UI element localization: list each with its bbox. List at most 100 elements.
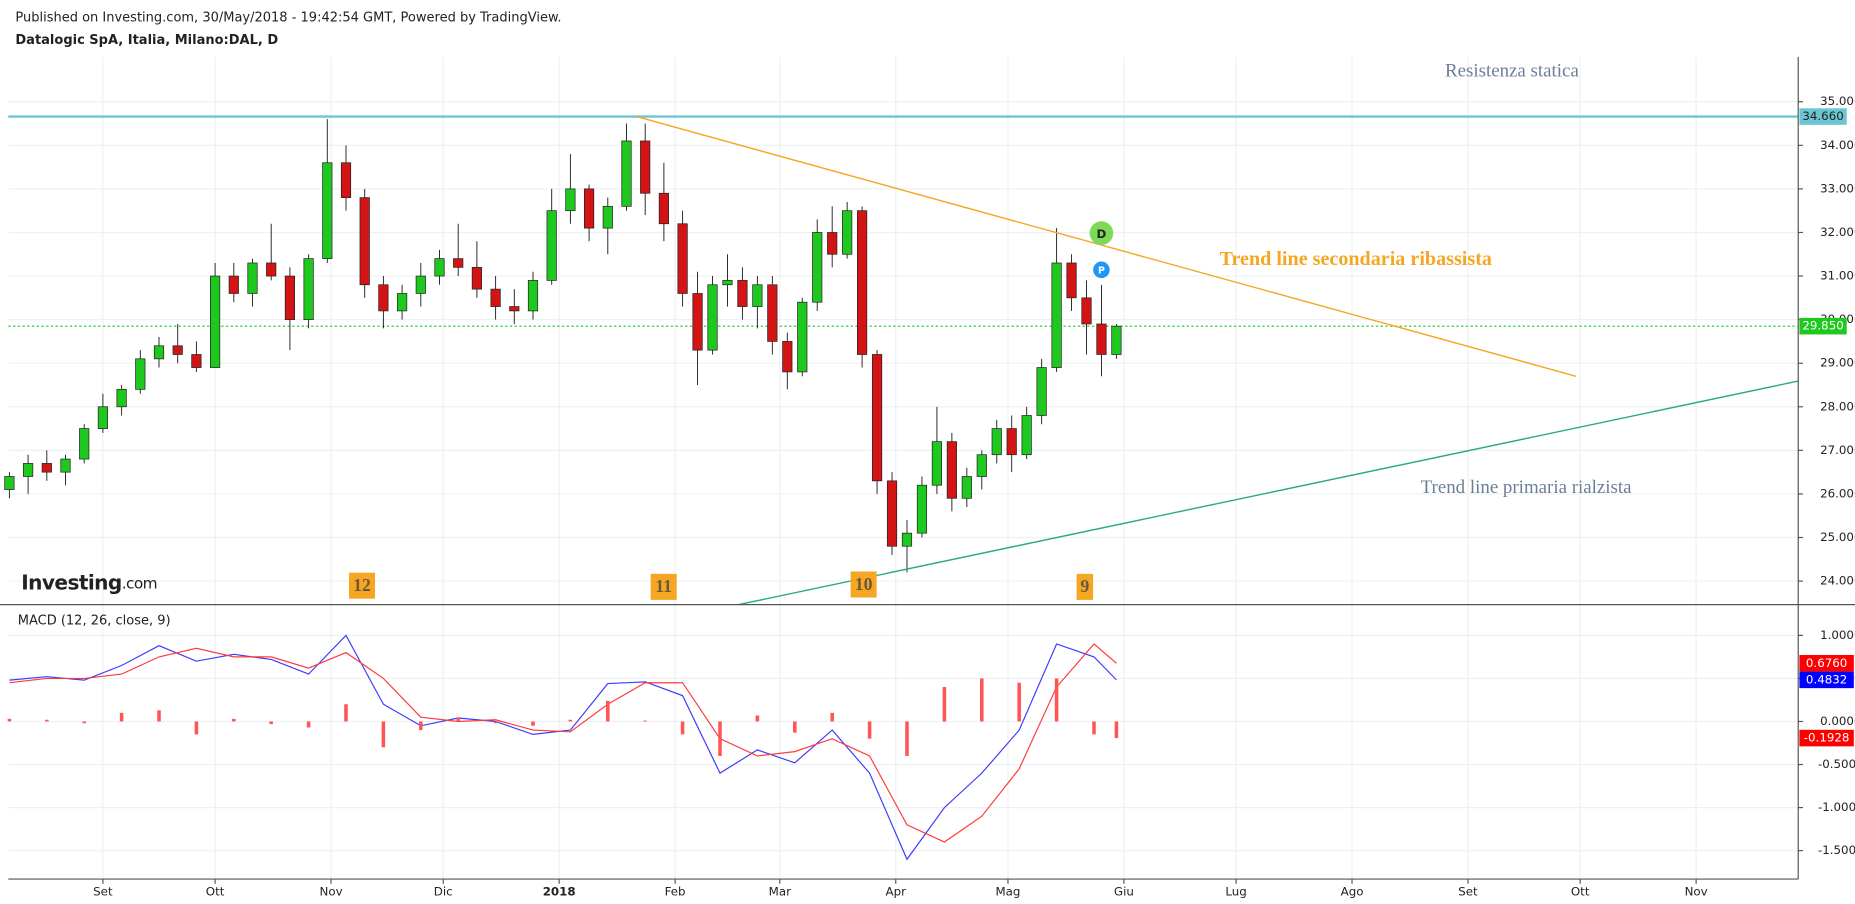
candle-body <box>359 197 370 286</box>
candle-body <box>60 458 71 473</box>
candle-body <box>471 266 482 290</box>
candle-body <box>886 480 898 547</box>
y-tick-label: 29.000 <box>1820 356 1855 370</box>
x-tick-label: Ott <box>206 885 225 899</box>
resistance-label: 34.660 <box>1802 109 1843 123</box>
candle-body <box>565 188 576 212</box>
x-tick-label: Mar <box>769 885 791 899</box>
candle-body <box>266 262 277 277</box>
candle-body <box>284 275 295 320</box>
x-tick-label: Lug <box>1225 885 1246 899</box>
last-value-badge <box>1799 654 1854 672</box>
wave-marker: 10 <box>855 574 873 594</box>
candle-body <box>1006 428 1017 456</box>
y-tick-label: 0.0000 <box>1820 714 1855 728</box>
y-tick-label: -1.5000 <box>1818 843 1855 857</box>
candle-body <box>871 354 883 482</box>
event-marker <box>1093 261 1110 279</box>
published-line: Published on Investing.com, 30/May/2018 … <box>15 10 561 25</box>
y-tick-label: 27.000 <box>1820 443 1855 457</box>
candle-body <box>397 293 408 312</box>
candle-body <box>931 441 942 486</box>
candle-body <box>692 293 703 351</box>
wave-marker-box <box>348 572 376 599</box>
candle-body <box>23 463 34 477</box>
wave-marker: 12 <box>353 575 371 595</box>
candle-body <box>79 428 90 460</box>
y-tick-label: 33.000 <box>1820 181 1855 195</box>
candle-body <box>322 162 333 259</box>
candle-body <box>602 205 613 229</box>
event-marker <box>1089 221 1114 245</box>
x-tick-label: Set <box>93 885 113 899</box>
candle-body <box>191 354 202 368</box>
candle-body <box>677 223 688 294</box>
candle-body <box>640 140 651 194</box>
resistance-badge <box>1799 108 1847 125</box>
candle-body <box>415 275 426 294</box>
candle-body <box>172 345 183 355</box>
y-tick-label: -0.5000 <box>1818 757 1855 771</box>
candle-body <box>1066 262 1077 299</box>
y-tick-label: 34.000 <box>1820 138 1855 152</box>
candle-body <box>509 306 520 312</box>
candle-body <box>812 232 823 303</box>
plot-layer: Set Ott Nov Dic 2018 Feb Mar Apr Mag Giu Lug Ago Set… <box>4 56 1855 899</box>
last-price-label: 29.850 <box>1802 319 1843 333</box>
last-value-label: 0.6760 <box>1806 656 1847 670</box>
last-value-label: 0.4832 <box>1806 672 1847 686</box>
candle-body <box>827 232 838 255</box>
candle-body <box>621 140 632 207</box>
y-tick-label: 24.000 <box>1820 574 1855 588</box>
candle-body <box>961 476 972 499</box>
annotation: Trend line secondaria ribassista <box>1220 248 1492 270</box>
candle-body <box>1111 325 1122 355</box>
candle-body <box>247 262 258 294</box>
x-tick-label: Feb <box>665 885 686 899</box>
last-value-badge <box>1799 671 1854 689</box>
logo-suffix: .com <box>122 574 157 592</box>
candle-body <box>584 188 595 229</box>
annotation: Resistenza statica <box>1445 61 1579 82</box>
last-value-badge <box>1799 729 1854 747</box>
x-tick-label: Giu <box>1114 885 1134 899</box>
x-tick-label: Ott <box>1571 885 1590 899</box>
candle-body <box>41 463 52 473</box>
trendline <box>738 380 1799 606</box>
candle-body <box>210 275 221 368</box>
symbol-line: Datalogic SpA, Italia, Milano:DAL, D <box>15 33 278 48</box>
candle-body <box>1051 262 1062 368</box>
macd-line <box>9 643 1117 843</box>
logo: Investing.com <box>21 570 157 594</box>
candle-body <box>946 441 957 499</box>
event-label: P <box>1098 265 1105 276</box>
y-tick-label: 28.000 <box>1820 399 1855 413</box>
x-tick-label: Nov <box>1685 885 1708 899</box>
candle-body <box>857 210 868 355</box>
candle-body <box>1096 323 1107 355</box>
macd-title: MACD (12, 26, close, 9) <box>18 614 171 629</box>
annotation: Trend line primaria rialzista <box>1421 477 1632 498</box>
wave-marker-box <box>1076 573 1094 600</box>
candle-body <box>1081 297 1092 325</box>
event-label: D <box>1096 227 1106 241</box>
x-tick-label: Ago <box>1341 885 1364 899</box>
x-tick-label: Set <box>1458 885 1478 899</box>
wave-marker: 9 <box>1080 576 1089 596</box>
candle-body <box>303 258 314 320</box>
candle-body <box>658 192 669 225</box>
candle-body <box>1021 415 1032 456</box>
y-tick-label: 25.000 <box>1820 530 1855 544</box>
x-tick-label: Dic <box>434 885 453 899</box>
candle-body <box>4 476 15 490</box>
y-tick-label: 32.000 <box>1820 225 1855 239</box>
candle-body <box>991 428 1002 456</box>
candle-body <box>707 284 718 351</box>
candle-body <box>340 162 352 198</box>
candle-body <box>546 210 557 281</box>
candle-body <box>842 210 853 255</box>
candle-body <box>976 454 987 477</box>
last-value-label: -0.1928 <box>1804 731 1850 745</box>
candle-body <box>378 284 389 312</box>
candle-body <box>737 280 748 307</box>
